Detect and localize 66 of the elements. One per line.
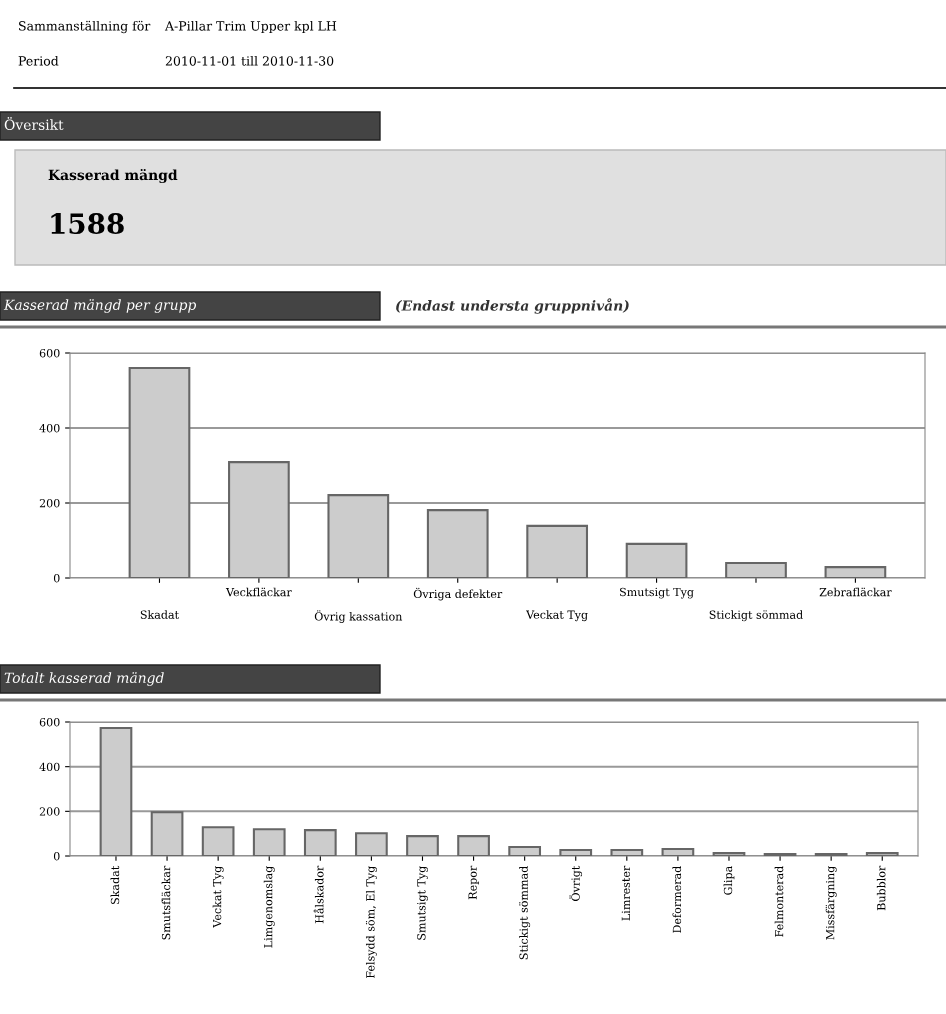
x-tick-label: Skadat [140, 610, 179, 619]
x-tick-label: Veckat Tyg [526, 610, 588, 622]
bar [303, 829, 337, 856]
text: Översikt [4, 117, 64, 131]
x-tick-label: Felsydd söm, El Tyg [365, 866, 377, 979]
x-tick-label: Stickigt sömmad [709, 610, 803, 622]
chart-title: Totalt kasserad mängd [4, 672, 164, 686]
text: 1588 [51, 213, 124, 235]
y-tick-label: 200 [39, 498, 60, 508]
text: A-Pillar Trim Upper kpl LH [164, 20, 337, 34]
y-tick-label: 0 [53, 573, 60, 583]
bar [526, 524, 589, 578]
x-tick-label: Felmonterad [774, 866, 784, 937]
x-tick-label: Veckat Tyg [212, 866, 224, 928]
y-tick-label: 400 [39, 762, 60, 772]
bar [824, 566, 887, 578]
text: 2010-11-01 till 2010-11-30 [165, 55, 334, 66]
bar [814, 852, 848, 856]
bar [508, 846, 542, 856]
bar [406, 835, 439, 856]
x-tick-label: Repor [468, 865, 479, 900]
bar [625, 542, 688, 578]
text: Kasserad mängd [48, 168, 178, 184]
y-tick-label: 400 [39, 423, 60, 433]
bar [865, 852, 899, 856]
x-tick-label: Övrigt [569, 865, 583, 901]
chart-title: Kasserad mängd per grupp [3, 299, 197, 313]
bar [128, 366, 191, 578]
bar [201, 826, 235, 856]
text: Period [18, 55, 59, 66]
bar [426, 509, 489, 578]
x-tick-label: Smutsigt Tyg [417, 866, 428, 940]
bar [99, 726, 133, 856]
chart-subtitle: (Endast understa gruppnivån) [396, 298, 629, 314]
bar [661, 848, 695, 856]
x-tick-label: Övrig kassation [314, 610, 403, 623]
text: Sammanställning för [19, 20, 151, 34]
x-tick-label: Bubblor [876, 865, 886, 911]
x-tick-label: Hålskador [313, 865, 324, 924]
y-tick-label: 600 [39, 348, 60, 358]
bar [763, 852, 797, 856]
bar [559, 848, 593, 856]
x-tick-label: Stickigt sömmad [519, 866, 531, 960]
x-tick-label: Smutsfläckar [161, 865, 171, 940]
bar [228, 461, 290, 578]
bar [610, 848, 644, 856]
y-tick-label: 0 [53, 851, 60, 861]
x-tick-label: Limrester [621, 865, 631, 921]
x-tick-label: Limgenomslag [263, 866, 275, 948]
x-tick-label: Missfärgning [825, 866, 837, 940]
bar [327, 494, 390, 578]
bar [712, 852, 746, 856]
x-tick-label: Zebrafläckar [819, 587, 892, 597]
x-tick-label: Veckfläckar [225, 587, 292, 597]
x-tick-label: Deformerad [672, 866, 682, 933]
y-tick-label: 600 [39, 717, 60, 727]
bar [457, 835, 490, 856]
bar [725, 561, 787, 578]
bar [150, 811, 184, 856]
x-tick-label: Skadat [110, 865, 120, 904]
x-tick-label: Glipa [723, 866, 735, 895]
x-tick-label: Smutsigt Tyg [620, 587, 694, 599]
bar [355, 832, 388, 856]
x-tick-label: Övriga defekter [413, 587, 503, 601]
bar [252, 828, 286, 856]
y-tick-label: 200 [39, 807, 60, 816]
